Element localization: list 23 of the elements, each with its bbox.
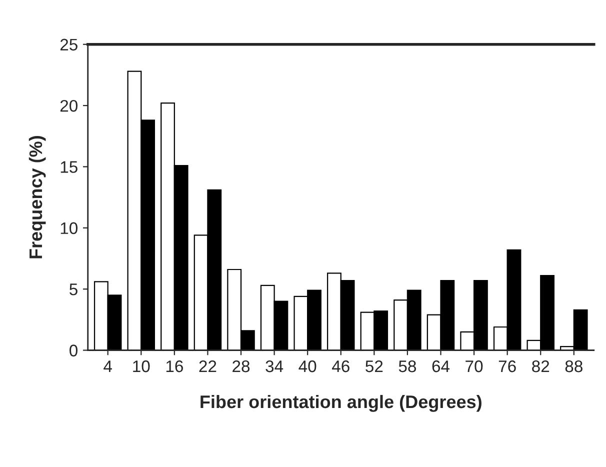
x-tick-label: 88 (565, 360, 582, 372)
y-tick-label: 25 (60, 38, 78, 51)
x-tick-label: 10 (133, 360, 150, 372)
x-tick-label: 34 (266, 360, 284, 372)
x-tick-label: 82 (532, 360, 550, 372)
x-tick-label: 4 (104, 360, 112, 372)
y-tick-label: 5 (70, 284, 78, 296)
y-tick-label: 15 (60, 161, 78, 173)
y-tick-label: 0 (70, 344, 78, 356)
x-tick-label: 28 (232, 360, 250, 372)
y-tick-label: 10 (60, 222, 78, 234)
x-axis-title: Fiber orientation angle (Degrees) (200, 394, 482, 412)
x-tick-label: 52 (366, 360, 383, 372)
x-tick-label: 46 (332, 360, 350, 372)
x-tick-label: 22 (199, 360, 216, 372)
x-tick-label: 40 (298, 360, 316, 372)
x-tick-label: 64 (432, 360, 450, 372)
x-tick-label: 70 (466, 360, 483, 372)
y-tick-label: 20 (60, 100, 78, 112)
y-axis-title: Frequency (%) (28, 136, 46, 258)
x-tick-label: 76 (498, 360, 516, 372)
x-tick-label: 58 (398, 360, 416, 372)
x-tick-label: 16 (166, 360, 183, 372)
